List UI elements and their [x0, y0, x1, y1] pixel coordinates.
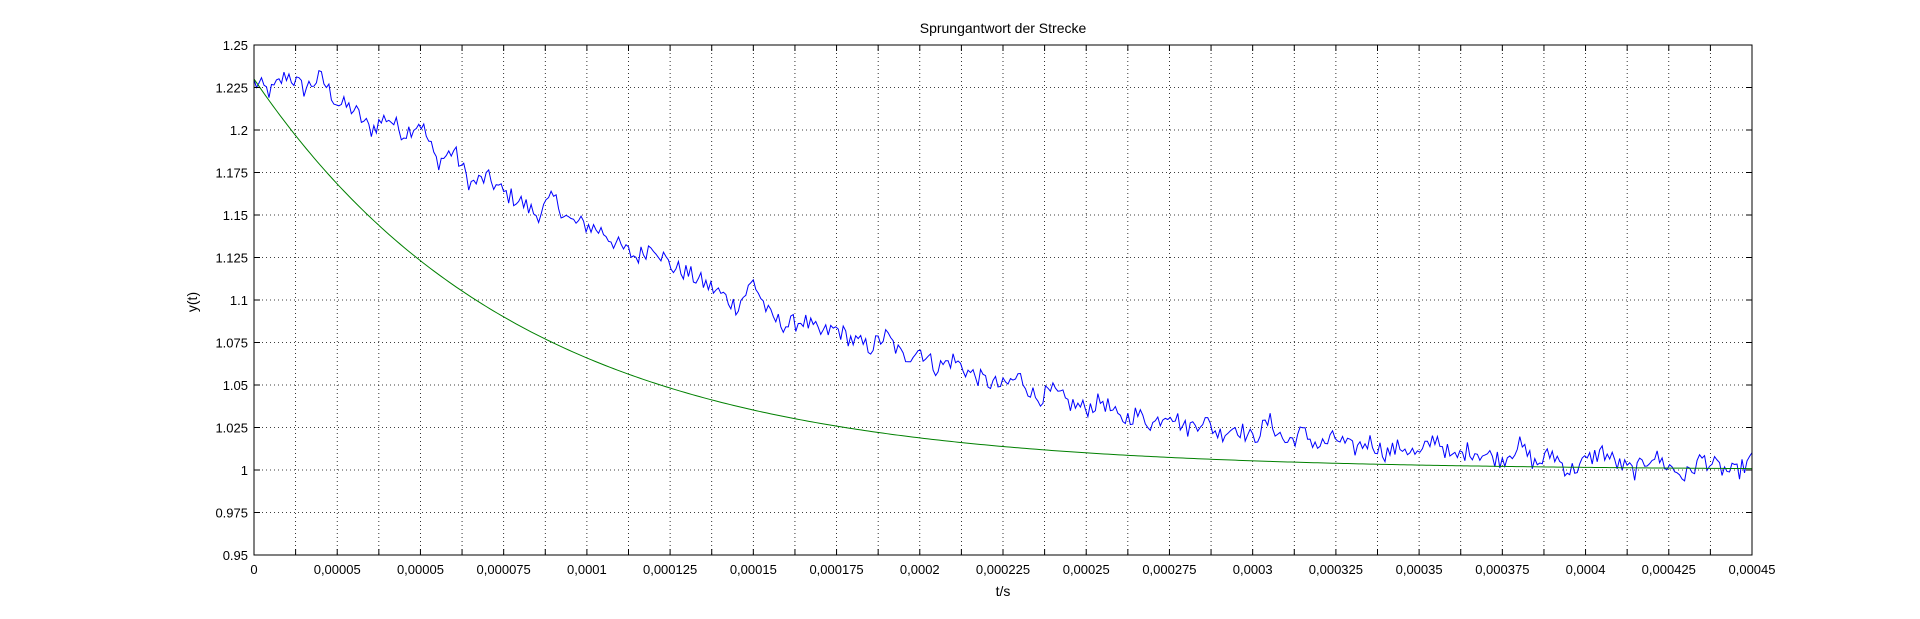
x-tick-label: 0,0003 [1233, 562, 1273, 577]
y-tick-label: 1.2 [230, 123, 248, 138]
x-tick-label: 0 [250, 562, 257, 577]
x-tick-label: 0,00005 [397, 562, 444, 577]
y-axis-label: y(t) [184, 292, 200, 312]
y-tick-label: 1.125 [215, 251, 248, 266]
x-tick-label: 0,00015 [730, 562, 777, 577]
x-tick-label: 0,00025 [1063, 562, 1110, 577]
x-tick-label: 0,000175 [809, 562, 863, 577]
x-tick-label: 0,000275 [1142, 562, 1196, 577]
x-tick-label: 0,00005 [314, 562, 361, 577]
y-tick-label: 1.1 [230, 293, 248, 308]
y-tick-label: 1.075 [215, 336, 248, 351]
x-tick-label: 0,000125 [643, 562, 697, 577]
x-tick-label: 0,000425 [1642, 562, 1696, 577]
x-tick-label: 0,000325 [1309, 562, 1363, 577]
x-tick-label: 0,000375 [1475, 562, 1529, 577]
x-tick-label: 0,0001 [567, 562, 607, 577]
series-model-line [253, 78, 1753, 470]
x-axis-label: t/s [996, 583, 1011, 599]
chart-title: Sprungantwort der Strecke [920, 20, 1087, 36]
series-layer [253, 69, 1753, 482]
x-axis: 0 0,00005 0,00005 0,000075 0,0001 0,000125 0,0… [250, 45, 1776, 577]
x-tick-label: 0,0002 [900, 562, 940, 577]
y-tick-label: 1.225 [215, 81, 248, 96]
y-tick-label: 1.175 [215, 166, 248, 181]
grid [254, 45, 1752, 555]
y-tick-label: 0.95 [223, 548, 248, 563]
x-tick-label: 0,0004 [1566, 562, 1606, 577]
x-tick-label: 0,000225 [976, 562, 1030, 577]
y-tick-label: 0.975 [215, 506, 248, 521]
x-tick-label: 0,00045 [1729, 562, 1776, 577]
y-tick-label: 1.25 [223, 38, 248, 53]
y-tick-label: 1 [241, 463, 248, 478]
y-tick-label: 1.025 [215, 421, 248, 436]
y-tick-label: 1.15 [223, 208, 248, 223]
y-tick-label: 1.05 [223, 378, 248, 393]
x-tick-label: 0,000075 [477, 562, 531, 577]
y-axis: 0.95 0.975 1 1.025 1.05 1.075 1.1 1.125 1.15 1.17… [215, 38, 1752, 563]
series-measured-line [253, 69, 1753, 482]
x-tick-label: 0,00035 [1396, 562, 1443, 577]
